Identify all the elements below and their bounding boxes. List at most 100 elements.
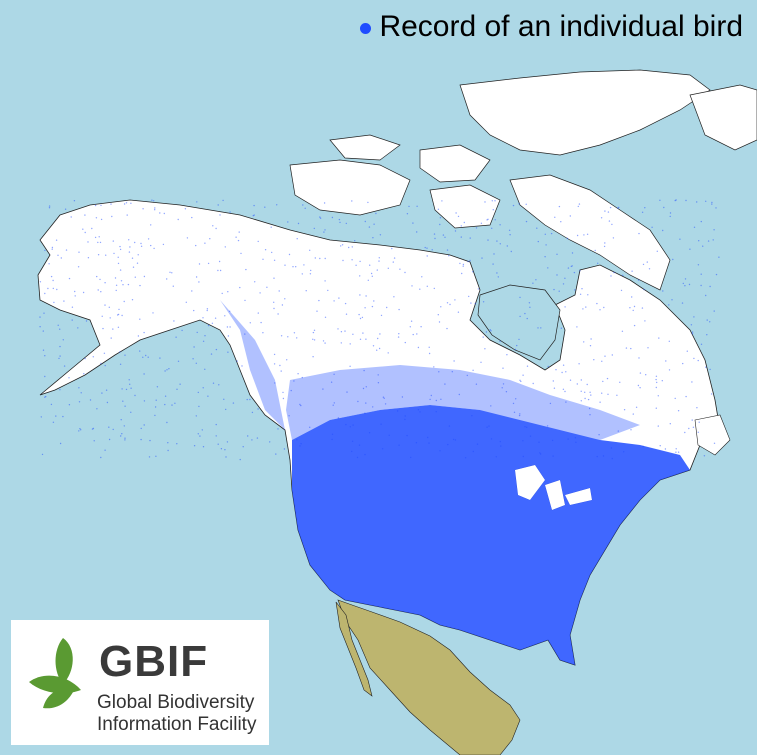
record-dot bbox=[310, 269, 312, 272]
record-dot bbox=[284, 264, 286, 266]
record-dot bbox=[206, 309, 208, 312]
record-dot bbox=[253, 214, 255, 216]
record-dot bbox=[39, 316, 41, 318]
record-dot bbox=[119, 269, 122, 271]
record-dot bbox=[549, 402, 552, 405]
record-dot bbox=[195, 244, 197, 247]
record-dot bbox=[323, 202, 326, 204]
record-dot bbox=[582, 308, 584, 310]
record-dot bbox=[544, 256, 546, 258]
record-dot bbox=[278, 290, 280, 292]
record-dot bbox=[98, 236, 100, 238]
record-dot bbox=[349, 343, 351, 345]
record-dot bbox=[352, 424, 354, 426]
record-dot bbox=[435, 411, 437, 413]
record-dot bbox=[363, 369, 365, 372]
record-dot bbox=[139, 318, 141, 320]
record-dot bbox=[604, 242, 606, 244]
record-dot bbox=[369, 264, 371, 266]
record-dot bbox=[104, 282, 106, 284]
record-dot bbox=[412, 222, 414, 224]
record-dot bbox=[79, 428, 81, 430]
record-dot bbox=[357, 400, 359, 403]
record-dot bbox=[246, 398, 248, 401]
record-dot bbox=[671, 299, 673, 301]
record-dot bbox=[364, 220, 366, 223]
record-dot bbox=[185, 301, 187, 303]
record-dot bbox=[195, 276, 198, 278]
record-dot bbox=[41, 453, 44, 456]
record-dot bbox=[700, 343, 703, 345]
record-dot bbox=[611, 457, 613, 460]
record-dot bbox=[174, 402, 176, 404]
record-dot bbox=[217, 443, 219, 445]
record-dot bbox=[283, 448, 286, 450]
record-dot bbox=[604, 210, 606, 212]
record-dot bbox=[486, 426, 488, 428]
record-dot bbox=[433, 287, 435, 290]
record-dot bbox=[297, 373, 299, 375]
record-dot bbox=[709, 321, 711, 323]
record-dot bbox=[207, 324, 210, 327]
newfoundland bbox=[694, 414, 731, 456]
record-dot bbox=[585, 306, 587, 308]
record-dot bbox=[153, 247, 155, 250]
arctic-island-victoria bbox=[289, 159, 411, 216]
record-dot bbox=[78, 251, 80, 253]
record-dot bbox=[610, 447, 613, 449]
record-dot bbox=[469, 237, 471, 239]
record-dot bbox=[217, 204, 219, 206]
record-dot bbox=[621, 330, 624, 332]
record-dot bbox=[518, 414, 521, 417]
record-dot bbox=[300, 443, 302, 445]
record-dot bbox=[526, 426, 528, 428]
record-dot bbox=[102, 327, 104, 330]
record-dot bbox=[480, 361, 482, 363]
record-dot bbox=[675, 451, 677, 453]
record-dot bbox=[416, 333, 418, 335]
record-dot bbox=[651, 226, 653, 228]
record-dot bbox=[131, 299, 134, 301]
record-dot bbox=[633, 324, 636, 327]
logo-title: GBIF bbox=[99, 637, 209, 686]
record-dot bbox=[490, 330, 492, 332]
record-dot bbox=[215, 435, 217, 437]
record-dot bbox=[184, 208, 187, 210]
record-dot bbox=[688, 427, 690, 430]
record-dot bbox=[344, 330, 346, 332]
record-dot bbox=[115, 289, 117, 292]
record-dot bbox=[240, 252, 242, 255]
record-dot bbox=[647, 347, 649, 349]
record-dot bbox=[226, 441, 229, 443]
record-dot bbox=[171, 272, 173, 274]
record-dot bbox=[367, 279, 369, 281]
record-dot bbox=[583, 234, 585, 236]
record-dot bbox=[52, 421, 55, 423]
record-dot bbox=[371, 275, 373, 277]
record-dot bbox=[508, 229, 511, 231]
record-dot bbox=[611, 354, 613, 356]
record-dot bbox=[106, 401, 109, 404]
record-dot bbox=[140, 242, 142, 245]
record-dot bbox=[474, 302, 476, 305]
record-dot bbox=[586, 383, 588, 386]
record-dot bbox=[393, 257, 396, 259]
record-dot bbox=[480, 222, 483, 224]
record-dot bbox=[100, 456, 102, 459]
record-dot bbox=[89, 399, 92, 401]
record-dot bbox=[509, 234, 511, 236]
record-dot bbox=[286, 359, 288, 361]
record-dot bbox=[44, 292, 46, 295]
greenland-edge bbox=[689, 84, 757, 151]
record-dot bbox=[304, 207, 306, 209]
record-dot bbox=[42, 349, 45, 351]
record-dot bbox=[662, 229, 664, 232]
record-dot bbox=[576, 326, 578, 328]
record-dot bbox=[707, 240, 710, 242]
record-dot bbox=[718, 256, 720, 258]
record-dot bbox=[100, 291, 102, 293]
record-dot bbox=[85, 320, 88, 322]
record-dot bbox=[314, 257, 316, 259]
record-dot bbox=[159, 212, 161, 214]
record-dot bbox=[197, 433, 199, 435]
